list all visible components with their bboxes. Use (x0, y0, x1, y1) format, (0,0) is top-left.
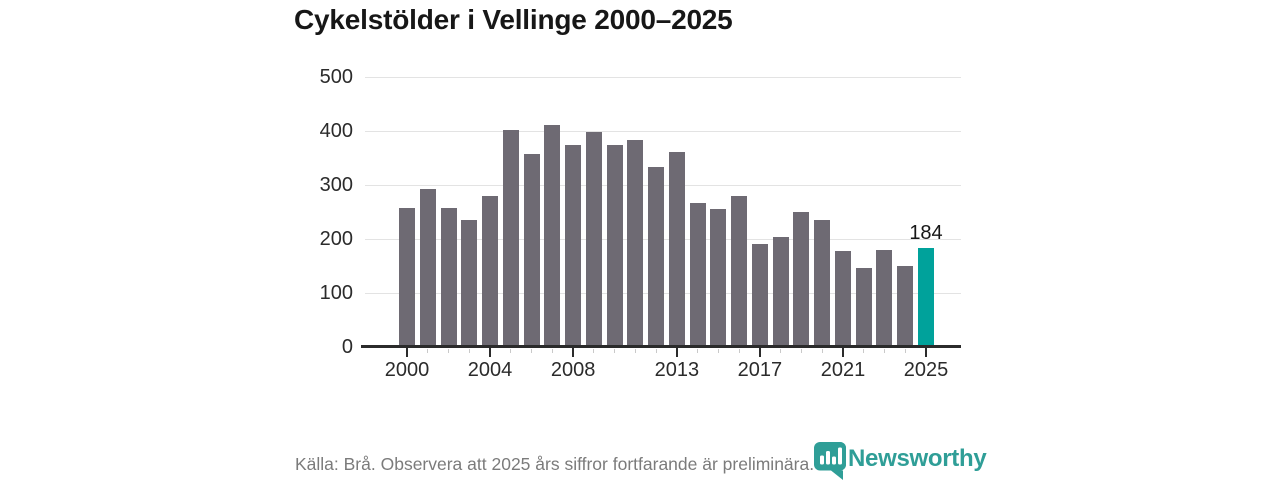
x-tick-label-2021: 2021 (820, 359, 866, 381)
bar-2003 (461, 219, 478, 347)
y-tick-label-500: 500 (319, 66, 353, 88)
bar-2020 (814, 220, 831, 347)
chart-title: Cykelstölder i Vellinge 2000–2025 (294, 4, 733, 35)
gridline-500 (365, 77, 961, 78)
x-minor-tick-2018 (780, 349, 782, 353)
bar-2016 (731, 195, 748, 347)
x-minor-tick-2001 (427, 349, 429, 353)
x-minor-tick-2011 (634, 349, 636, 353)
bar-2000 (399, 208, 415, 347)
bar-2024 (897, 266, 914, 347)
x-minor-tick-2014 (697, 349, 699, 353)
x-tick-label-2025: 2025 (903, 359, 949, 381)
x-minor-tick-2024 (904, 349, 906, 353)
x-minor-tick-2010 (614, 349, 616, 353)
bar-2008 (565, 145, 582, 347)
x-minor-tick-2023 (883, 349, 885, 353)
x-major-tick-2021 (841, 348, 844, 357)
bar-2021 (834, 250, 851, 347)
y-tick-label-400: 400 (319, 120, 353, 142)
x-major-tick-2013 (675, 348, 678, 357)
x-axis-line (361, 345, 961, 348)
source-note: Källa: Brå. Observera att 2025 års siffr… (295, 454, 815, 474)
bar-2022 (855, 267, 872, 347)
y-tick-label-300: 300 (319, 174, 353, 196)
x-minor-tick-2022 (863, 349, 865, 353)
bar-2015 (710, 208, 727, 347)
bar-2001 (419, 189, 436, 347)
x-minor-tick-2003 (468, 349, 470, 353)
bar-2014 (689, 202, 706, 347)
bar-2017 (751, 244, 768, 347)
bar-2019 (793, 212, 810, 347)
bar-2025 (918, 247, 934, 347)
gridline-400 (365, 131, 961, 132)
bar-2010 (606, 144, 623, 347)
x-tick-label-2008: 2008 (550, 359, 596, 381)
bar-2002 (440, 208, 457, 347)
x-minor-tick-2007 (551, 349, 553, 353)
value-label-2025: 184 (909, 221, 943, 244)
x-major-tick-2000 (406, 348, 408, 357)
x-minor-tick-2019 (800, 349, 802, 353)
x-major-tick-2025 (925, 348, 927, 357)
bar-2007 (544, 124, 561, 347)
bar-2005 (502, 129, 519, 347)
x-tick-label-2013: 2013 (654, 359, 700, 381)
x-minor-tick-2006 (531, 349, 533, 353)
x-major-tick-2008 (572, 348, 575, 357)
y-tick-label-200: 200 (319, 228, 353, 250)
y-tick-label-0: 0 (341, 336, 353, 358)
x-minor-tick-2020 (821, 349, 823, 353)
y-tick-label-100: 100 (319, 282, 353, 304)
x-minor-tick-2016 (738, 349, 740, 353)
x-minor-tick-2002 (448, 349, 450, 353)
x-minor-tick-2015 (717, 349, 719, 353)
bar-2012 (648, 166, 665, 347)
bar-2013 (668, 151, 685, 347)
x-tick-label-2004: 2004 (467, 359, 513, 381)
x-minor-tick-2012 (655, 349, 657, 353)
x-tick-label-2017: 2017 (737, 359, 783, 381)
x-tick-label-2000: 2000 (384, 359, 430, 381)
bar-2018 (772, 237, 789, 347)
newsworthy-wordmark: Newsworthy (848, 445, 987, 472)
x-major-tick-2017 (758, 348, 761, 357)
x-minor-tick-2009 (593, 349, 595, 353)
bar-2004 (482, 195, 499, 347)
x-major-tick-2004 (489, 348, 492, 357)
bar-2009 (585, 131, 602, 347)
bar-2006 (523, 153, 540, 347)
newsworthy-logo-icon (814, 442, 846, 480)
bar-2011 (627, 140, 644, 347)
bar-2023 (876, 249, 893, 347)
x-minor-tick-2005 (510, 349, 512, 353)
